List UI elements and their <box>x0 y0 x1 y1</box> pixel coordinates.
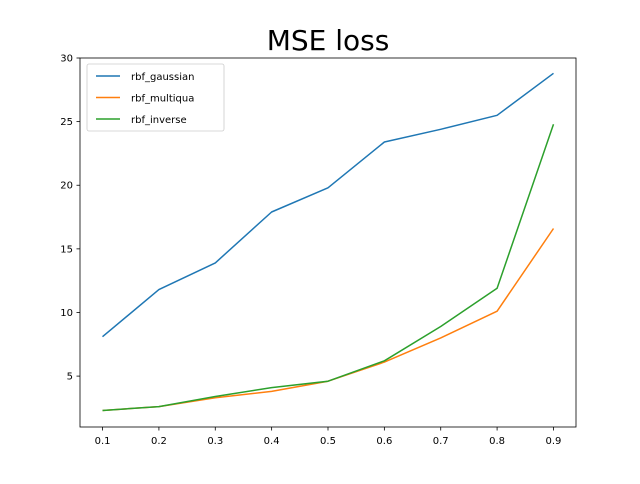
x-tick-label: 0.6 <box>376 436 392 447</box>
y-tick-label: 30 <box>60 54 73 65</box>
y-tick-label: 20 <box>60 181 73 192</box>
x-tick-label: 0.4 <box>264 436 280 447</box>
x-tick-label: 0.8 <box>489 436 505 447</box>
legend-label-rbf_inverse: rbf_inverse <box>131 115 187 126</box>
x-tick-label: 0.9 <box>546 436 562 447</box>
x-tick-label: 0.1 <box>95 436 111 447</box>
x-tick-label: 0.7 <box>433 436 449 447</box>
legend-label-rbf_gaussian: rbf_gaussian <box>131 72 194 83</box>
axes: 0.1 0.2 0.3 0.4 0.5 0.6 0.7 0.8 0.9 5 10 15 20 25 30 <box>60 54 577 447</box>
y-tick-label: 5 <box>67 372 73 383</box>
legend-label-rbf_multiqua: rbf_multiqua <box>131 94 194 105</box>
legend-box <box>86 63 225 132</box>
y-tick-label: 15 <box>60 244 73 255</box>
x-tick-label: 0.5 <box>320 436 336 447</box>
series-line-rbf_gaussian <box>102 72 554 338</box>
y-tick-label: 25 <box>60 117 73 128</box>
series-line-rbf_inverse <box>102 123 555 412</box>
x-tick-label: 0.3 <box>207 436 223 447</box>
chart-title: MSE loss <box>267 24 390 57</box>
series-line-rbf_multiqua <box>102 228 555 412</box>
x-tick-label: 0.2 <box>151 436 167 447</box>
plot-area <box>102 72 555 412</box>
y-tick-label: 10 <box>60 308 73 319</box>
legend: rbf_gaussian rbf_multiqua rbf_inverse <box>86 63 225 132</box>
